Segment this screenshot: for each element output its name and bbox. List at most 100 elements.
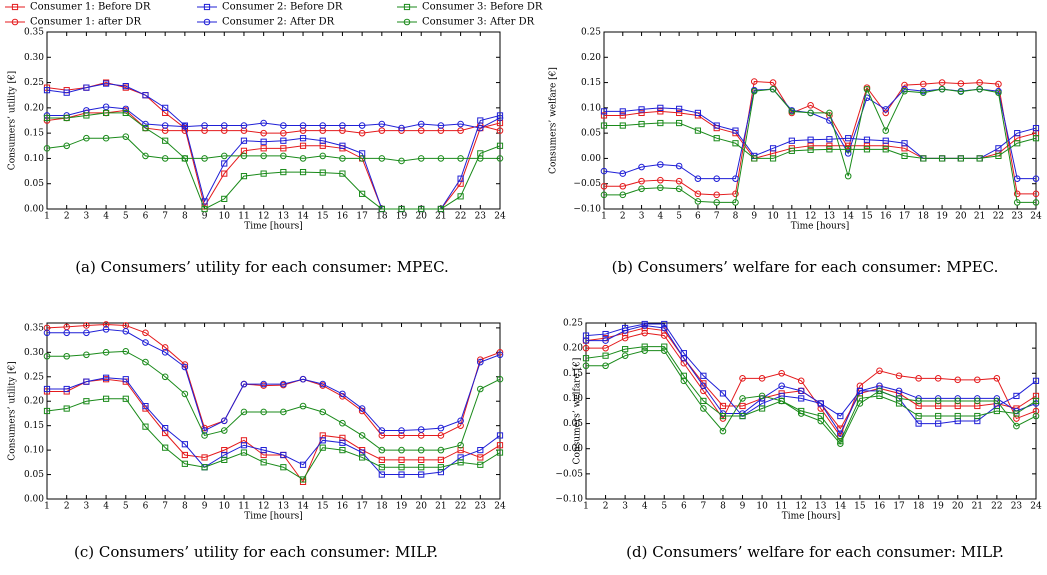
data-point	[1032, 124, 1040, 132]
x-tick-label: 22	[455, 502, 466, 512]
y-tick-label: 0.25	[563, 319, 583, 329]
data-point	[142, 92, 149, 99]
data-point	[856, 387, 864, 395]
data-point	[807, 102, 814, 109]
data-point	[418, 464, 425, 471]
x-tick-label: 18	[376, 212, 388, 222]
data-point	[319, 137, 326, 144]
data-point	[582, 362, 590, 370]
data-point	[954, 376, 962, 384]
data-point	[142, 329, 149, 337]
data-point	[319, 152, 327, 160]
y-tick-label: 0.30	[24, 53, 44, 63]
data-point	[43, 114, 51, 122]
data-point	[83, 351, 90, 359]
data-point	[201, 205, 208, 213]
data-point	[102, 326, 110, 333]
legend-label: Consumer 3: After DR	[422, 17, 535, 28]
data-point	[201, 155, 208, 162]
plot-area	[585, 322, 1037, 500]
caption: (a) Consumers’ utility for each consumer…	[75, 258, 449, 276]
data-point	[63, 114, 70, 122]
data-point	[788, 147, 795, 154]
data-point	[280, 168, 287, 176]
data-point	[713, 122, 720, 129]
data-point	[102, 321, 110, 328]
series-line	[47, 398, 500, 481]
data-point	[358, 432, 366, 439]
data-point	[694, 109, 702, 117]
data-point	[260, 408, 267, 416]
x-tick-label: 20	[415, 212, 427, 222]
x-tick-label: 24	[1030, 502, 1042, 512]
data-point	[863, 142, 871, 149]
data-point	[496, 375, 504, 383]
data-point	[769, 155, 777, 162]
data-point	[161, 127, 169, 134]
caption: (b) Consumers’ welfare for each consumer…	[612, 258, 999, 276]
y-tick-label: 0.35	[24, 323, 44, 333]
data-point	[378, 120, 386, 128]
data-point	[398, 446, 405, 454]
data-point	[181, 155, 189, 162]
data-point	[280, 145, 287, 152]
data-point	[221, 160, 228, 167]
data-point	[496, 114, 504, 122]
x-tick-label: 11	[238, 212, 249, 222]
data-point	[319, 127, 327, 134]
data-point	[260, 152, 267, 160]
data-point	[750, 87, 758, 95]
data-point	[995, 80, 1002, 88]
x-tick-label: 16	[880, 212, 892, 222]
data-point	[1032, 190, 1040, 198]
y-tick-label: 0.25	[581, 28, 601, 38]
data-point	[122, 376, 129, 383]
x-tick-label: 24	[1030, 212, 1042, 222]
data-point	[417, 426, 425, 433]
data-point	[732, 190, 739, 198]
data-point	[739, 402, 746, 410]
x-tick-label: 1	[44, 502, 50, 512]
x-tick-label: 3	[84, 502, 90, 512]
data-point	[181, 460, 188, 467]
data-point	[657, 161, 664, 168]
data-point	[676, 105, 683, 112]
data-point	[1013, 392, 1020, 400]
x-tick-label: 18	[913, 502, 925, 512]
x-tick-label: 23	[475, 212, 487, 222]
data-point	[807, 136, 814, 143]
legend-marker	[403, 18, 411, 26]
data-point	[976, 79, 983, 86]
x-tick-label: 16	[337, 212, 349, 222]
data-point	[359, 454, 366, 461]
x-tick-label: 1	[601, 212, 607, 222]
data-point	[915, 412, 922, 420]
data-point	[600, 182, 608, 190]
data-point	[142, 120, 149, 128]
data-point	[83, 322, 90, 329]
data-point	[437, 155, 445, 162]
data-point	[417, 446, 425, 454]
data-point	[660, 332, 668, 339]
data-point	[457, 447, 464, 454]
data-point	[641, 322, 648, 329]
data-point	[43, 352, 51, 360]
data-point	[675, 177, 683, 185]
data-point	[845, 135, 852, 142]
x-tick-label: 14	[842, 212, 854, 222]
data-point	[43, 324, 51, 332]
x-tick-label: 10	[219, 502, 231, 512]
x-axis-label: Time [hours]	[791, 222, 850, 232]
data-point	[398, 456, 405, 463]
x-tick-label: 11	[238, 502, 249, 512]
y-tick-label: 0.00	[24, 495, 44, 505]
data-point	[657, 184, 664, 192]
x-tick-label: 6	[143, 502, 149, 512]
data-point	[63, 89, 70, 96]
data-point	[378, 464, 385, 471]
data-point	[122, 348, 130, 355]
y-tick-label: 0.05	[24, 470, 44, 480]
data-point	[619, 108, 626, 115]
x-tick-label: 23	[1011, 502, 1023, 512]
data-point	[638, 177, 645, 185]
